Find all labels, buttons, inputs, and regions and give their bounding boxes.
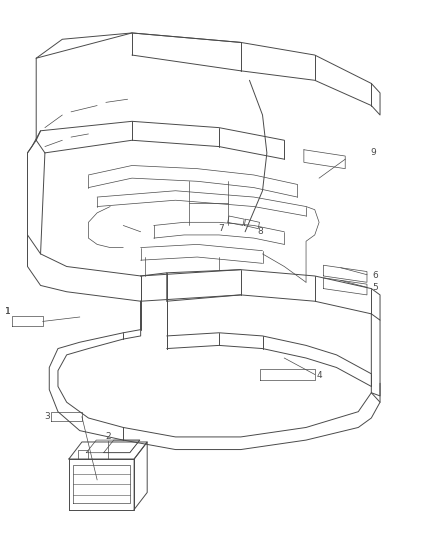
Text: 3: 3: [44, 412, 50, 421]
Text: 9: 9: [371, 148, 376, 157]
Text: 1: 1: [5, 308, 11, 317]
Text: 2: 2: [105, 432, 111, 441]
Text: 8: 8: [258, 227, 263, 236]
Text: 1: 1: [5, 308, 11, 317]
Text: 7: 7: [218, 224, 224, 233]
Text: 5: 5: [372, 284, 378, 293]
Text: 4: 4: [316, 370, 322, 379]
Text: 6: 6: [372, 271, 378, 280]
